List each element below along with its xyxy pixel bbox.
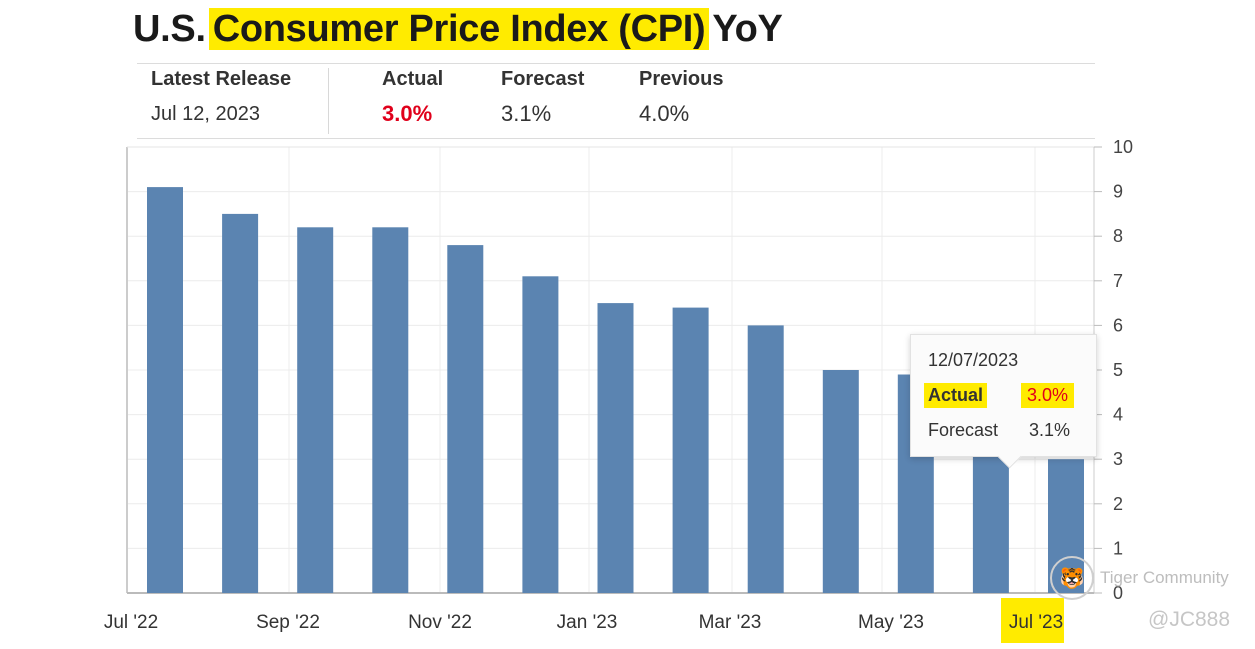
tooltip-forecast-label: Forecast (928, 420, 999, 440)
x-label-highlight (1001, 598, 1064, 643)
previous-value: 4.0% (639, 101, 690, 126)
page-title: U.S. Consumer Price Index (CPI) YoY (133, 8, 783, 51)
y-tick-label: 8 (1113, 226, 1123, 246)
y-tick-label: 4 (1113, 405, 1123, 425)
actual-stat: Actual 3.0% (382, 64, 443, 127)
bar-jan-23 (597, 303, 634, 593)
x-tick-label: Jul '23 (1009, 612, 1063, 633)
x-tick-label: Sep '22 (256, 612, 320, 633)
title-suffix: YoY (712, 8, 783, 50)
latest-release-stat: Latest Release Jul 12, 2023 (151, 64, 291, 126)
bar-aug-22 (222, 213, 259, 593)
y-tick-label: 3 (1113, 449, 1123, 469)
latest-release-label: Latest Release (151, 68, 292, 90)
bar-mar-23 (747, 325, 784, 593)
y-tick-label: 0 (1113, 583, 1123, 603)
previous-label: Previous (639, 68, 724, 90)
x-tick-label: Jan '23 (557, 612, 618, 633)
tooltip-actual-label: Actual (924, 383, 988, 408)
latest-release-date: Jul 12, 2023 (151, 103, 260, 125)
bar-sep-22 (297, 227, 334, 594)
y-tick-label: 10 (1113, 137, 1133, 157)
y-tick-label: 7 (1113, 271, 1123, 291)
forecast-stat: Forecast 3.1% (501, 64, 584, 127)
y-tick-label: 1 (1113, 538, 1123, 558)
y-tick-label: 9 (1113, 182, 1123, 202)
actual-value: 3.0% (382, 101, 433, 126)
x-tick-label: Mar '23 (699, 612, 762, 633)
tiger-logo-icon: 🐯 (1050, 556, 1094, 600)
bar-dec-22 (522, 276, 559, 593)
y-tick-label: 2 (1113, 494, 1123, 514)
x-tick-label: May '23 (858, 612, 924, 633)
previous-stat: Previous 4.0% (639, 64, 723, 127)
title-prefix: U.S. (133, 8, 206, 50)
stats-divider (328, 68, 329, 134)
stats-panel: Latest Release Jul 12, 2023 Actual 3.0% … (137, 64, 1095, 138)
bar-feb-23 (672, 307, 709, 593)
bar-nov-22 (447, 245, 484, 593)
bar-apr-23 (822, 370, 859, 593)
watermark-handle: @JC888 (1148, 608, 1231, 631)
y-tick-label: 6 (1113, 315, 1123, 335)
watermark: 🐯 Tiger Community (1050, 556, 1229, 600)
watermark-brand: Tiger Community (1100, 568, 1229, 587)
tooltip-forecast-value: 3.1% (1029, 420, 1071, 440)
chart-tooltip: 12/07/2023 Actual 3.0% Forecast 3.1% (910, 334, 1097, 469)
forecast-value: 3.1% (501, 101, 552, 126)
title-highlight: Consumer Price Index (CPI) (208, 8, 710, 50)
tooltip-actual-value: 3.0% (1021, 383, 1075, 408)
x-tick-label: Nov '22 (408, 612, 472, 633)
stats-top-divider (137, 63, 1095, 64)
x-tick-label: Jul '22 (104, 612, 158, 633)
actual-label: Actual (382, 68, 444, 90)
stats-bottom-divider (137, 138, 1095, 139)
tooltip-date: 12/07/2023 (928, 350, 1019, 370)
bar-jul-22 (147, 187, 183, 593)
y-tick-label: 5 (1113, 360, 1123, 380)
forecast-label: Forecast (501, 68, 585, 90)
bar-oct-22 (372, 227, 409, 594)
